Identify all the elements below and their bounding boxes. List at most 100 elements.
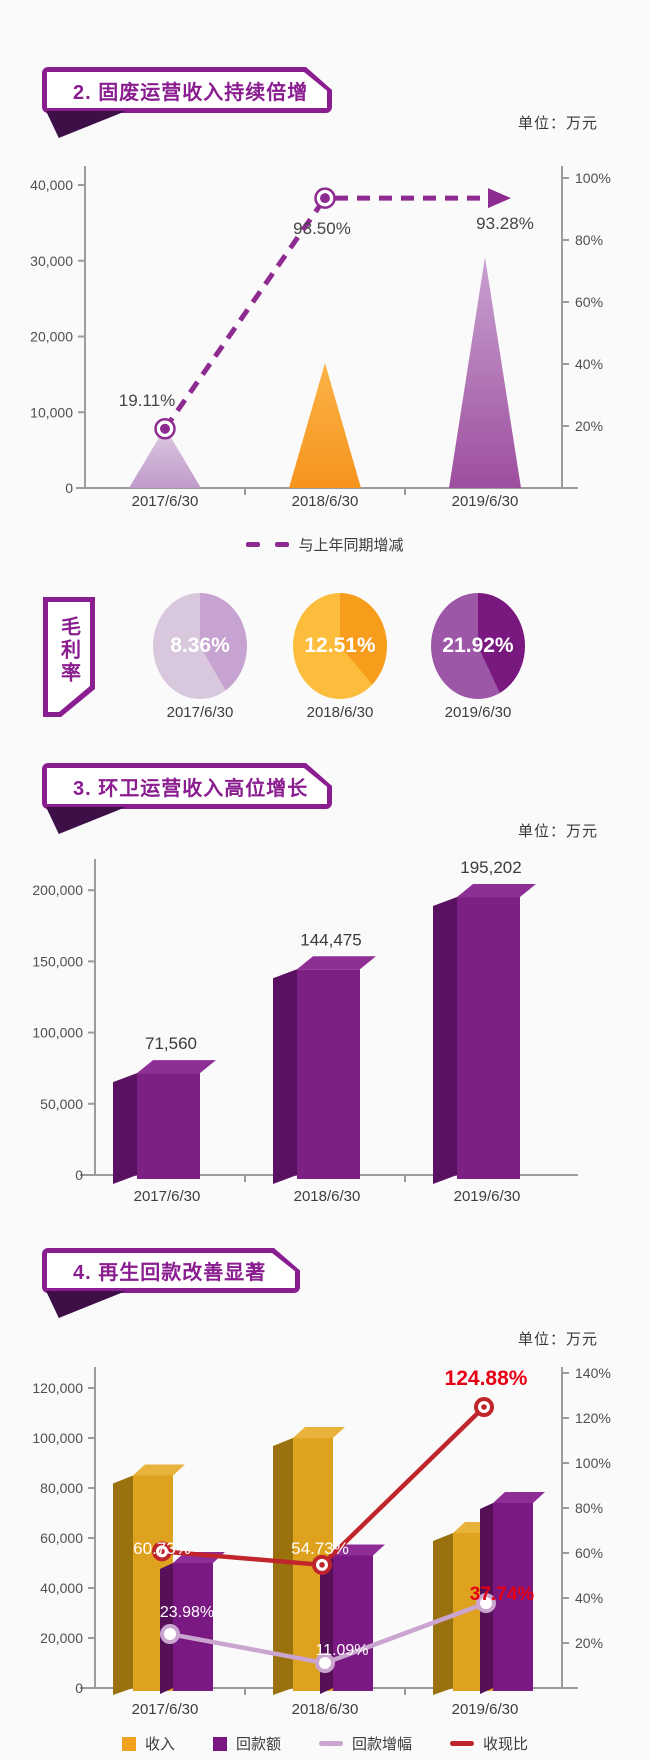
left-axis-tick-label: 0 — [65, 480, 73, 496]
collection-bar-front — [493, 1503, 533, 1691]
bar-front-face — [297, 969, 360, 1179]
banner-inner: 4. 再生回款改善显著 — [47, 1253, 295, 1288]
bar-value-label: 195,202 — [460, 858, 521, 877]
income-bar-side — [433, 1533, 453, 1695]
dashed-line-swatch — [246, 542, 261, 547]
left-axis-tick-label: 50,000 — [40, 1096, 83, 1112]
left-axis-tick-label: 10,000 — [30, 404, 73, 420]
x-axis-category-label: 2019/6/30 — [452, 493, 519, 510]
collection-bar-front — [173, 1563, 213, 1691]
pie-date-label: 2018/6/30 — [306, 704, 374, 721]
banner-inner: 2. 固废运营收入持续倍增 — [47, 72, 327, 108]
income-bar-side — [113, 1475, 133, 1695]
left-axis-tick-label: 80,000 — [40, 1480, 83, 1496]
banner-inner: 3. 环卫运营收入高位增长 — [47, 768, 327, 804]
right-axis-tick-label: 120% — [575, 1410, 611, 1426]
left-axis-tick-label: 20,000 — [30, 329, 73, 345]
gross-margin-label: 毛利率 — [57, 616, 80, 685]
left-axis-tick-label: 0 — [75, 1680, 83, 1696]
pie-date-label: 2019/6/30 — [444, 704, 512, 721]
x-axis-category-label: 2018/6/30 — [292, 1701, 359, 1718]
right-axis-tick-label: 60% — [575, 1545, 603, 1561]
left-axis-tick-label: 120,000 — [32, 1380, 83, 1396]
growth-arrow-head — [488, 188, 511, 209]
legend-item: 回款额 — [212, 1733, 281, 1754]
left-axis-tick-label: 30,000 — [30, 253, 73, 269]
right-axis-tick-label: 40% — [575, 356, 603, 372]
bar-side-face — [273, 969, 297, 1184]
section-4-unit-label: 单位：万元 — [517, 1331, 598, 1348]
section-2-title: 2. 固废运营收入持续倍增 — [73, 81, 309, 104]
line-swatch — [319, 1741, 343, 1746]
right-axis-tick-label: 140% — [575, 1365, 611, 1381]
legend-label: 收现比 — [483, 1736, 529, 1753]
section-4-banner: 4. 再生回款改善显著 — [42, 1248, 300, 1293]
legend-item: 回款增幅 — [319, 1733, 412, 1754]
x-axis-category-label: 2018/6/30 — [292, 493, 359, 510]
section-3-fold — [46, 807, 126, 834]
bar-side-face — [433, 897, 457, 1184]
income-bar-top — [133, 1464, 185, 1476]
section-2-fold — [46, 111, 126, 138]
income-bar-side — [273, 1438, 293, 1695]
revenue-triangle — [449, 256, 521, 488]
legend-item: 收入 — [121, 1733, 175, 1754]
line-swatch — [450, 1741, 475, 1746]
section-2-unit-label: 单位：万元 — [517, 115, 598, 132]
left-axis-tick-label: 150,000 — [32, 953, 83, 969]
growth-rate-marker — [315, 1653, 335, 1674]
right-axis-tick-label: 20% — [575, 418, 603, 434]
bar-top-face — [297, 956, 376, 970]
gross-margin-pie: 8.36% — [153, 593, 247, 699]
left-axis-tick-label: 40,000 — [30, 177, 73, 193]
left-axis-tick-label: 60,000 — [40, 1530, 83, 1546]
left-axis-tick-label: 100,000 — [32, 1430, 83, 1446]
bar-front-face — [137, 1073, 200, 1179]
gross-margin-pie: 12.51% — [293, 593, 387, 699]
pie-value-label: 21.92% — [442, 634, 514, 657]
bar-value-label: 144,475 — [300, 930, 361, 949]
section-2-banner: 2. 固废运营收入持续倍增 — [42, 67, 332, 113]
growth-rate-label: 11.09% — [315, 1642, 368, 1659]
legend-label: 与上年同期增减 — [298, 537, 404, 554]
section-3-banner: 3. 环卫运营收入高位增长 — [42, 763, 332, 809]
left-axis-tick-label: 100,000 — [32, 1025, 83, 1041]
section-3-title: 3. 环卫运营收入高位增长 — [73, 777, 309, 800]
section-3-unit-label: 单位：万元 — [517, 823, 598, 840]
left-axis-tick-label: 20,000 — [40, 1630, 83, 1646]
growth-dashed-line — [162, 196, 328, 431]
growth-value-label: 93.28% — [476, 214, 534, 233]
dashed-line-swatch — [275, 542, 290, 547]
right-axis-tick-label: 80% — [575, 1500, 603, 1516]
line-marker-dot — [160, 423, 170, 434]
x-axis-category-label: 2018/6/30 — [294, 1188, 361, 1205]
legend-item: 收现比 — [450, 1733, 528, 1754]
revenue-triangle — [129, 427, 201, 488]
pie-value-label: 8.36% — [170, 634, 230, 657]
solid-waste-chart: 40,000 30,000 20,000 10,000 0 100% 80% 60% 40% 20… — [30, 166, 611, 510]
pie-date-label: 2017/6/30 — [166, 704, 234, 721]
right-axis-tick-label: 60% — [575, 294, 603, 310]
collection-bar-side — [320, 1555, 333, 1694]
revenue-triangle — [289, 363, 361, 488]
growth-rate-marker — [160, 1624, 180, 1645]
x-axis-category-label: 2019/6/30 — [454, 1188, 521, 1205]
x-axis-category-label: 2017/6/30 — [132, 1701, 199, 1718]
line-marker-dot — [320, 193, 330, 204]
bar-front-face — [457, 897, 520, 1179]
pie-value-label: 12.51% — [304, 634, 376, 657]
legend-label: 回款额 — [235, 1736, 281, 1753]
gross-margin-pie: 21.92% — [431, 593, 525, 699]
section-4-title: 4. 再生回款改善显著 — [73, 1262, 267, 1284]
x-axis-category-label: 2019/6/30 — [452, 1701, 519, 1718]
sanitation-chart: 200,000 150,000 100,000 50,000 0 71,560 144,47… — [32, 858, 578, 1205]
right-axis-tick-label: 20% — [575, 1635, 603, 1651]
bar-top-face — [457, 884, 536, 898]
bar-swatch — [212, 1736, 227, 1751]
growth-value-label: 93.50% — [293, 219, 351, 238]
x-axis-category-label: 2017/6/30 — [134, 1188, 201, 1205]
collection-bar-top — [493, 1492, 545, 1503]
bar-swatch — [121, 1736, 136, 1751]
cash-ratio-label-highlight: 124.88% — [445, 1367, 528, 1390]
right-axis-tick-label: 40% — [575, 1590, 603, 1606]
